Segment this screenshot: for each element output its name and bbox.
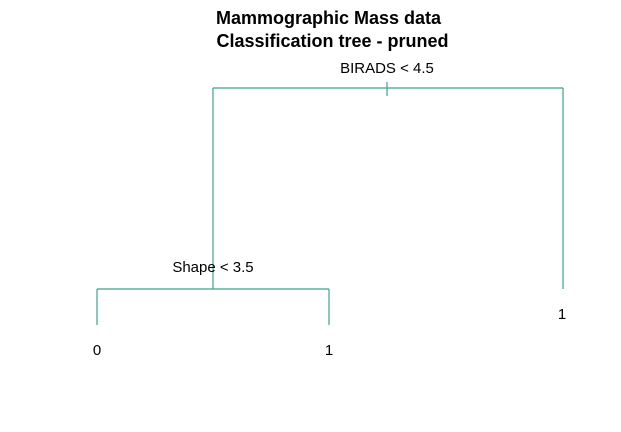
leaf-0-label: 0: [93, 342, 101, 359]
chart-title-line1: Mammographic Mass data: [215, 8, 442, 28]
leaf-shape-right-label: 1: [325, 342, 333, 359]
chart-title-line2: Classification tree - pruned: [216, 31, 449, 51]
root-split-label: BIRADS < 4.5: [340, 60, 434, 77]
leaf-birads-right-label: 1: [558, 306, 566, 323]
shape-split-label: Shape < 3.5: [172, 259, 253, 276]
